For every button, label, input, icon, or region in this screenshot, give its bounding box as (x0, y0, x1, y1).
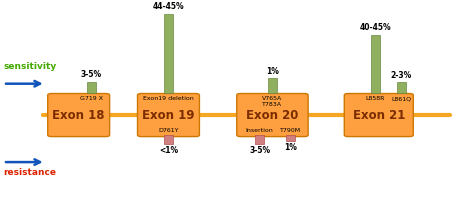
Text: T790M: T790M (280, 128, 301, 133)
Text: 40-45%: 40-45% (360, 23, 392, 32)
FancyBboxPatch shape (286, 135, 295, 141)
FancyBboxPatch shape (255, 135, 264, 144)
Text: Exon19 deletion: Exon19 deletion (143, 96, 194, 101)
FancyBboxPatch shape (137, 94, 200, 137)
FancyBboxPatch shape (397, 82, 406, 93)
Text: D761Y: D761Y (158, 128, 179, 133)
Text: 3-5%: 3-5% (249, 146, 270, 155)
FancyBboxPatch shape (237, 94, 308, 137)
Text: Exon 20: Exon 20 (246, 108, 299, 122)
FancyBboxPatch shape (48, 94, 109, 137)
Text: resistance: resistance (3, 168, 56, 177)
FancyBboxPatch shape (164, 135, 173, 144)
Text: 1%: 1% (284, 143, 297, 152)
Text: G719 X: G719 X (80, 96, 103, 101)
Text: 1%: 1% (266, 67, 279, 76)
Text: 44-45%: 44-45% (153, 2, 184, 11)
Text: sensitivity: sensitivity (3, 62, 56, 71)
Text: Insertion: Insertion (246, 128, 273, 133)
Text: Exon 21: Exon 21 (353, 108, 405, 122)
Text: <1%: <1% (159, 146, 178, 155)
Text: 3-5%: 3-5% (81, 70, 102, 79)
FancyBboxPatch shape (87, 82, 96, 93)
Text: 2-3%: 2-3% (391, 71, 412, 80)
Text: Exon 18: Exon 18 (53, 108, 105, 122)
Text: Exon 19: Exon 19 (142, 108, 195, 122)
FancyBboxPatch shape (371, 35, 380, 93)
FancyBboxPatch shape (268, 79, 277, 93)
FancyBboxPatch shape (344, 94, 413, 137)
FancyBboxPatch shape (164, 14, 173, 93)
Text: V765A
T783A: V765A T783A (262, 96, 283, 107)
Text: L858R: L858R (366, 96, 385, 101)
Text: L861Q: L861Q (392, 96, 411, 101)
